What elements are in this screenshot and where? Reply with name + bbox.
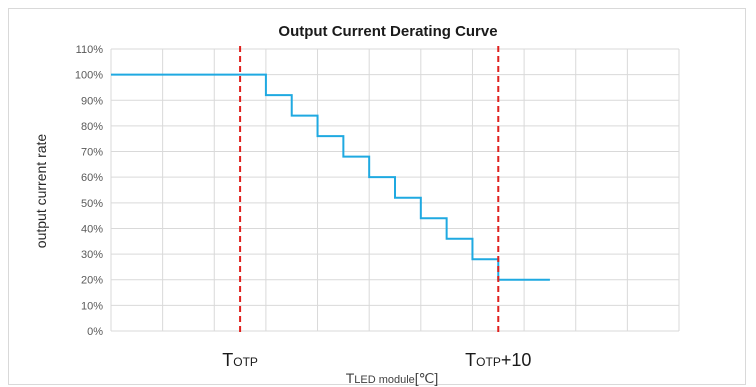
y-tick-label: 110% — [76, 44, 104, 56]
series-layer — [111, 73, 550, 281]
threshold-label-main: T — [465, 350, 476, 370]
x-axis-label-sub: LED module — [354, 374, 415, 386]
x-axis-label: TLED module[℃] — [346, 370, 439, 386]
y-tick-label: 30% — [81, 249, 103, 261]
series-step-line — [111, 73, 550, 281]
y-tick-label: 50% — [81, 198, 103, 210]
y-axis-label: output current rate — [33, 134, 49, 249]
threshold-label-sub: OTP — [476, 355, 501, 369]
threshold-marker-label: TOTP — [222, 350, 258, 370]
y-tick-label: 0% — [87, 326, 103, 338]
marker-layer: TOTP TOTP+10 — [222, 46, 531, 370]
derating-chart: Output Current Derating Curve 0% 10% 20% 30… — [33, 23, 680, 386]
y-tick-label: 10% — [81, 300, 103, 312]
y-tick-label: 60% — [81, 172, 103, 184]
threshold-marker-label: TOTP+10 — [465, 350, 531, 370]
x-axis-label-main: T — [346, 370, 355, 386]
y-tick-label: 40% — [81, 223, 103, 235]
threshold-label-main: T — [222, 350, 233, 370]
y-tick-label: 80% — [81, 121, 103, 133]
threshold-label-suffix: +10 — [501, 350, 532, 370]
x-axis-label-unit: [℃] — [415, 370, 439, 386]
threshold-label-sub: OTP — [233, 355, 258, 369]
y-tick-label: 20% — [81, 275, 103, 287]
chart-title: Output Current Derating Curve — [278, 23, 497, 40]
y-tick-label: 90% — [81, 95, 103, 107]
y-tick-label: 100% — [75, 70, 103, 82]
chart-frame: Output Current Derating Curve 0% 10% 20% 30… — [8, 8, 746, 386]
y-tick-label: 70% — [81, 147, 103, 159]
y-tick-labels: 0% 10% 20% 30% 40% 50% 60% 70% 80% 90% 100% 110% — [75, 44, 103, 338]
